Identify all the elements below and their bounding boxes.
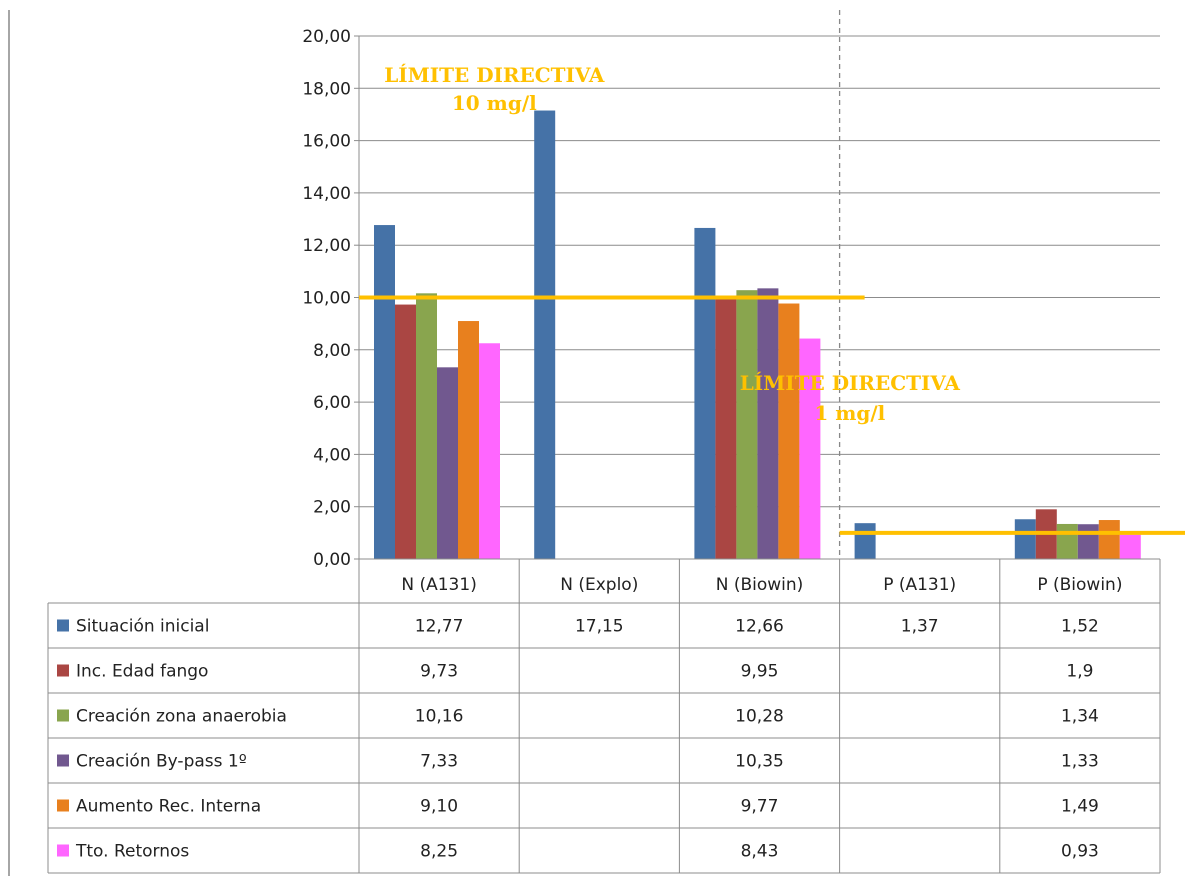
limit-label: LÍMITE DIRECTIVA (384, 63, 605, 87)
legend-swatch (57, 619, 69, 632)
x-category-label: N (Biowin) (716, 575, 804, 595)
data-label: 1,37 (901, 617, 939, 637)
bar (1119, 534, 1141, 559)
limit-label: LÍMITE DIRECTIVA (740, 371, 961, 395)
legend-label: Creación zona anaerobia (76, 707, 287, 727)
limit-lines: LÍMITE DIRECTIVA 10 mg/l LÍMITE DIRECTIVA 1… (359, 63, 1185, 535)
legend-label: Situación inicial (76, 617, 209, 637)
bar (757, 288, 779, 559)
y-tick-label: 2,00 (313, 498, 351, 518)
x-category-label: P (Biowin) (1037, 575, 1122, 595)
bar (736, 290, 758, 559)
bar (1056, 523, 1078, 559)
x-category-label: N (Explo) (560, 575, 638, 595)
bar (778, 303, 800, 559)
bar (1077, 524, 1099, 559)
data-label: 9,95 (741, 662, 779, 682)
bar (715, 298, 737, 559)
data-label: 12,77 (415, 617, 464, 637)
data-label: 0,93 (1061, 842, 1099, 862)
data-label: 10,28 (735, 707, 784, 727)
limit-value-label: 10 mg/l (452, 91, 537, 115)
bar (1014, 519, 1036, 559)
bar (437, 367, 458, 559)
data-label: 1,33 (1061, 752, 1099, 772)
limit-value-label: 1 mg/l (814, 401, 885, 425)
bar (1098, 520, 1120, 559)
data-table: N (A131) N (Explo) N (Biowin) P (A131) P (Bi… (47, 558, 1161, 874)
y-tick-label: 4,00 (313, 445, 351, 465)
y-tick-label: 18,00 (302, 79, 351, 99)
data-label: 1,52 (1061, 617, 1099, 637)
data-label: 7,33 (420, 752, 458, 772)
legend-swatch (57, 799, 69, 812)
data-label: 1,9 (1066, 662, 1093, 682)
bar (534, 110, 556, 559)
y-tick-label: 6,00 (313, 393, 351, 413)
bar (854, 523, 876, 559)
y-tick-label: 20,00 (302, 27, 351, 47)
legend-swatch (57, 664, 69, 677)
y-tick-label: 16,00 (302, 132, 351, 152)
bar (479, 343, 500, 559)
bar (374, 225, 395, 559)
data-label: 12,66 (735, 617, 784, 637)
bar (395, 304, 416, 559)
data-label: 8,43 (741, 842, 779, 862)
legend-label: Inc. Edad fango (76, 662, 208, 682)
x-category-label: N (A131) (401, 575, 476, 595)
legend-swatch (57, 709, 69, 722)
legend-label: Aumento Rec. Interna (76, 797, 261, 817)
y-tick-label: 8,00 (313, 341, 351, 361)
data-label: 10,16 (415, 707, 464, 727)
y-axis-ticks: 0,00 2,00 4,00 6,00 8,00 10,00 12,00 14,00 16,00… (302, 27, 351, 570)
data-label: 9,73 (420, 662, 458, 682)
bars (374, 110, 1141, 560)
y-tick-label: 12,00 (302, 236, 351, 256)
y-tick-label: 10,00 (302, 289, 351, 309)
data-label: 1,34 (1061, 707, 1099, 727)
bar (458, 321, 479, 559)
x-category-label: P (A131) (883, 575, 956, 595)
bar (694, 227, 716, 560)
data-label: 17,15 (575, 617, 624, 637)
legend-label: Tto. Retornos (75, 842, 189, 862)
y-tick-label: 0,00 (313, 550, 351, 570)
data-label: 10,35 (735, 752, 784, 772)
legend-label: Creación By-pass 1º (76, 752, 247, 772)
legend-swatch (57, 844, 69, 857)
bar (416, 293, 437, 559)
bar (799, 338, 821, 559)
data-label: 9,10 (420, 797, 458, 817)
data-label: 8,25 (420, 842, 458, 862)
data-label: 9,77 (741, 797, 779, 817)
y-tick-label: 14,00 (302, 184, 351, 204)
legend-swatch (57, 754, 69, 767)
data-label: 1,49 (1061, 797, 1099, 817)
